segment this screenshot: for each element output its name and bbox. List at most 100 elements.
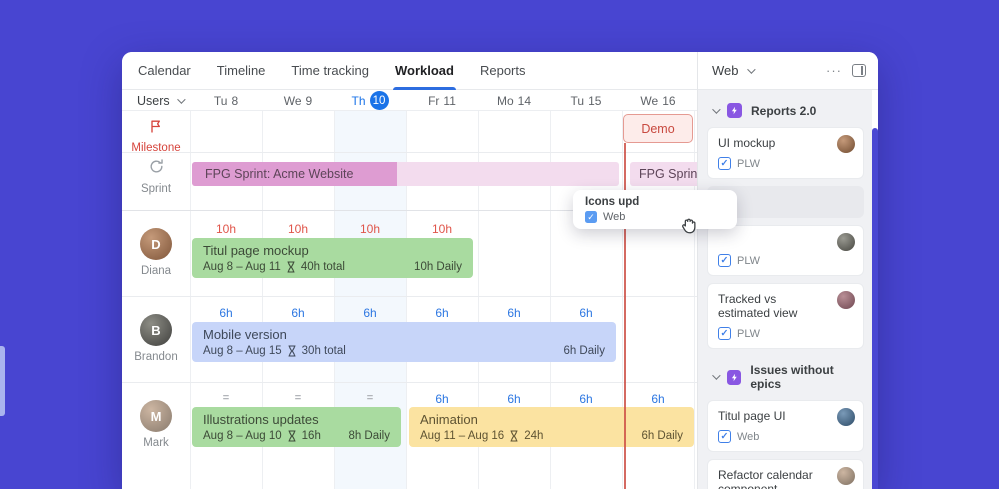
tab-workload[interactable]: Workload (392, 52, 456, 90)
task-card-ui-mockup[interactable]: UI mockup PLW (707, 127, 864, 179)
sprint-bar-acme-website[interactable]: FPG Sprint: Acme Website (192, 162, 619, 186)
rail-milestone: Milestone (122, 118, 190, 154)
tab-calendar[interactable]: Calendar (138, 62, 191, 78)
card-tag-label: PLW (737, 254, 761, 267)
checkbox-icon[interactable] (718, 254, 731, 267)
assignee-avatar (837, 467, 855, 485)
assignee-avatar (837, 408, 855, 426)
hour-cell: 6h (579, 306, 593, 320)
task-card-titul-page-ui[interactable]: Titul page UI Web (707, 400, 864, 452)
grab-hand-cursor (682, 218, 696, 234)
checkbox-icon[interactable] (718, 327, 731, 340)
grid-line (334, 111, 335, 489)
card-title: UI mockup (718, 136, 776, 150)
avatar-mark: M (140, 400, 172, 432)
grid-line (190, 111, 191, 489)
task-daily: 6h Daily (641, 430, 683, 442)
hour-cell: 6h (507, 392, 521, 406)
workload-main: Calendar Timeline Time tracking Workload… (122, 52, 697, 489)
task-total: 16h (301, 430, 321, 442)
card-title (718, 234, 853, 247)
checkbox-icon[interactable] (718, 430, 731, 443)
chevron-down-icon (712, 104, 721, 114)
avatar-brandon: B (140, 314, 172, 346)
day-header-tu8[interactable]: Tu 8 (213, 93, 239, 108)
task-bar-titul-page-mockup[interactable]: Titul page mockup Aug 8 – Aug 11 40h tot… (192, 238, 473, 278)
tooltip-title: Icons upd (585, 196, 640, 208)
section-issues-without-epics[interactable]: Issues without epics (712, 363, 864, 391)
task-range: Aug 8 – Aug 15 (203, 345, 282, 357)
task-total: 40h total (300, 261, 345, 273)
chevron-down-icon (176, 94, 186, 104)
task-daily: 10h Daily (414, 261, 462, 273)
today-line (624, 143, 626, 489)
assignee-avatar (837, 233, 855, 251)
day-header-mo14[interactable]: Mo 14 (496, 93, 532, 108)
task-card-obscured[interactable]: PLW (707, 225, 864, 276)
sprint-bar-label: FPG Sprint: Re (639, 167, 697, 181)
tab-time-tracking[interactable]: Time tracking (291, 62, 369, 78)
task-card-refactor-calendar[interactable]: Refactor calendar component Web (707, 459, 864, 489)
grid-line (694, 111, 695, 489)
task-total: 30h total (301, 345, 346, 357)
task-title: Illustrations updates (203, 412, 319, 427)
section-title: Reports 2.0 (751, 103, 817, 118)
chevron-down-icon (712, 371, 721, 380)
checkbox-icon[interactable] (718, 157, 731, 170)
hourglass-icon (288, 345, 296, 357)
milestone-flag-icon (151, 120, 160, 133)
grid-line (622, 111, 623, 489)
day-header-we16[interactable]: We 16 (640, 93, 676, 108)
hour-cell: 6h (579, 392, 593, 406)
background-scrollbar[interactable] (0, 346, 5, 416)
hourglass-icon (510, 430, 518, 442)
rail-user-mark: M Mark (122, 400, 190, 449)
task-bar-animation[interactable]: Animation Aug 11 – Aug 16 24h 6h Daily (409, 407, 694, 447)
task-range: Aug 8 – Aug 11 (203, 261, 281, 273)
day-header-th10-today[interactable]: Th 10 (334, 90, 406, 111)
users-dropdown[interactable]: Users (137, 90, 186, 111)
card-tag-label: PLW (737, 157, 761, 170)
avatar-diana: D (140, 228, 172, 260)
card-title: Titul page UI (718, 409, 786, 423)
panel-scrollbar[interactable] (872, 128, 878, 489)
day-header-we9[interactable]: We 9 (283, 93, 313, 108)
sprint-bar-label: FPG Sprint: Acme Website (205, 167, 354, 181)
task-panel-header: Web ··· (698, 52, 878, 90)
tab-timeline[interactable]: Timeline (216, 62, 266, 78)
section-title: Issues without epics (750, 363, 834, 391)
milestone-demo[interactable]: Demo (623, 114, 693, 143)
checkbox-checked-icon (585, 211, 597, 223)
tab-reports[interactable]: Reports (479, 62, 526, 78)
users-dropdown-label: Users (137, 93, 170, 108)
card-title: Refactor calendar component (718, 468, 813, 489)
card-title: Tracked vs estimated view (718, 292, 798, 320)
task-range: Aug 8 – Aug 10 (203, 430, 282, 442)
hour-cell: 10h (431, 222, 453, 236)
hour-cell: 6h (651, 392, 665, 406)
user-name: Diana (140, 265, 172, 277)
task-card-tracked-vs-estimated[interactable]: Tracked vs estimated view PLW (707, 283, 864, 349)
day-header-fr11[interactable]: Fr 11 (428, 93, 456, 108)
sprint-bar-next[interactable]: FPG Sprint: Re (630, 162, 697, 186)
row-divider (122, 210, 697, 211)
task-title: Mobile version (203, 327, 287, 342)
user-name: Brandon (134, 351, 178, 363)
more-icon[interactable]: ··· (826, 62, 842, 78)
user-name: Mark (143, 437, 169, 449)
task-range: Aug 11 – Aug 16 (420, 430, 505, 442)
section-reports-2-0[interactable]: Reports 2.0 (712, 103, 864, 118)
collapse-panel-icon[interactable] (852, 64, 866, 77)
project-dropdown[interactable]: Web (712, 63, 756, 78)
task-bar-mobile-version[interactable]: Mobile version Aug 8 – Aug 15 30h total … (192, 322, 616, 362)
card-tag-label: Web (737, 430, 760, 443)
epic-icon (727, 103, 742, 118)
drag-tooltip-icons-upd[interactable]: Icons upd Web (573, 190, 737, 229)
full-load-indicator: = (294, 392, 302, 404)
row-divider (122, 152, 697, 153)
day-header-tu15[interactable]: Tu 15 (570, 93, 602, 108)
sprint-label: Sprint (140, 183, 172, 195)
task-bar-illustrations-updates[interactable]: Illustrations updates Aug 8 – Aug 10 16h… (192, 407, 401, 447)
sprint-loop-icon (149, 159, 163, 173)
hour-cell: 10h (359, 222, 381, 236)
